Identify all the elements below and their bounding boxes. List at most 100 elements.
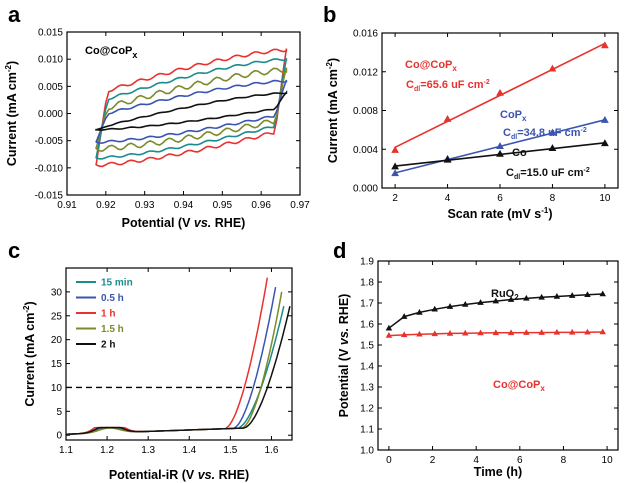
data-point <box>599 328 606 335</box>
data-point <box>416 330 423 337</box>
panel-a-cv-chart: 0.91 0.92 0.93 0.94 0.95 0.96 0.97 -0.015 -0.010… <box>4 28 310 231</box>
series-name-2: Co <box>512 147 527 159</box>
data-point <box>416 308 423 315</box>
y-tick-label: 0.008 <box>353 106 378 117</box>
y-axis-title: Current (mA cm-2) <box>22 301 37 406</box>
data-point <box>538 293 545 300</box>
x-tick-label: 0.92 <box>96 200 116 211</box>
panel-c-polarization-chart: 1.1 1.2 1.3 1.4 1.5 1.6 0 5 10 15 20 25 30 15 min 0.5 … <box>22 267 293 482</box>
legend-label: 1 h <box>101 309 115 320</box>
data-point <box>443 155 452 163</box>
x-tick-label: 8 <box>561 455 567 466</box>
data-point <box>477 329 484 336</box>
data-point <box>431 330 438 337</box>
x-axis-title: Potential-iR (V vs. RHE) <box>109 468 249 482</box>
x-tick-label: 4 <box>445 193 451 204</box>
y-axis-title: Potential (V vs. RHE) <box>337 294 351 418</box>
data-point <box>523 329 530 335</box>
data-point <box>507 296 515 302</box>
data-point <box>492 329 500 336</box>
y-tick-label: 0.010 <box>38 55 63 66</box>
data-point <box>385 324 393 331</box>
x-tick-label: 8 <box>550 193 556 204</box>
data-point <box>496 88 504 96</box>
y-tick-label: 15 <box>51 359 63 370</box>
lsv-curve-4 <box>65 306 291 436</box>
cv-loop-3 <box>95 79 288 144</box>
data-point <box>391 162 400 170</box>
data-point <box>446 303 454 309</box>
legend-label: 1.5 h <box>101 324 124 335</box>
data-point <box>599 290 606 297</box>
lsv-curve-3 <box>65 291 283 436</box>
x-tick-label: 0.93 <box>135 200 155 211</box>
data-point <box>600 41 609 49</box>
y-tick-label: 1.3 <box>360 383 374 394</box>
data-point <box>496 142 504 150</box>
x-tick-label: 10 <box>602 455 614 466</box>
y-axis-title: Current (mA cm-2) <box>325 58 340 163</box>
x-tick-label: 1.3 <box>141 445 155 456</box>
data-point <box>548 128 557 136</box>
y-tick-label: 0.016 <box>353 29 378 40</box>
y-tick-label: 1.1 <box>360 425 374 436</box>
x-tick-label: 1.5 <box>223 445 237 456</box>
y-tick-label: 25 <box>51 311 63 322</box>
capacitance-label-2: Cdl=15.0 uF cm-2 <box>506 167 590 181</box>
plot-frame <box>65 267 293 441</box>
y-tick-label: 0.000 <box>353 184 378 195</box>
y-tick-label: 1.9 <box>360 257 374 268</box>
data-point <box>507 329 515 336</box>
series-name-0: Co@CoPx <box>405 59 457 73</box>
cv-loop-1 <box>95 58 288 160</box>
x-tick-label: 1.4 <box>182 445 196 456</box>
data-point <box>496 149 504 157</box>
y-tick-label: 1.0 <box>360 446 374 457</box>
y-tick-label: 0.005 <box>38 82 63 93</box>
legend-label: 2 h <box>101 340 115 351</box>
y-tick-label: 1.8 <box>360 278 374 289</box>
x-tick-label: 0.97 <box>290 200 310 211</box>
panel-letter-a: a <box>8 2 21 27</box>
data-point <box>600 139 609 147</box>
x-axis-title: Potential (V vs. RHE) <box>122 216 246 230</box>
y-tick-label: 1.2 <box>360 404 374 415</box>
data-point <box>492 297 500 304</box>
x-tick-label: 4 <box>473 455 479 466</box>
data-point <box>431 305 438 312</box>
x-tick-label: 2 <box>392 193 398 204</box>
x-tick-label: 0.95 <box>213 200 233 211</box>
data-point <box>548 64 557 72</box>
data-point <box>584 291 591 298</box>
x-tick-label: 1.1 <box>59 445 73 456</box>
y-tick-label: 10 <box>51 383 63 394</box>
y-tick-label: 5 <box>56 407 62 418</box>
y-tick-label: -0.015 <box>35 191 64 202</box>
data-point <box>600 115 609 123</box>
panel-b-scan-rate-chart: 2 4 6 8 10 0.000 0.004 0.008 0.012 0.016 Co@CoPx Cd… <box>325 29 619 221</box>
cv-loop-0 <box>95 48 288 168</box>
y-tick-label: 1.4 <box>360 362 374 373</box>
data-point <box>553 328 561 335</box>
capacitance-label-1: Cdl=34.8 uF cm-2 <box>503 127 587 141</box>
cv-loop-2 <box>95 67 288 152</box>
data-point <box>400 313 408 319</box>
panel-a-annotation: Co@CoPx <box>85 45 137 60</box>
data-point <box>548 144 557 151</box>
x-tick-label: 2 <box>430 455 436 466</box>
x-axis-title: Scan rate (mV s-1) <box>447 206 552 221</box>
x-axis-title: Time (h) <box>474 465 522 479</box>
series-name-co-cop: Co@CoPx <box>493 379 545 393</box>
y-tick-label: 0.012 <box>353 67 378 78</box>
data-point <box>584 328 591 335</box>
y-tick-label: 20 <box>51 335 63 346</box>
lsv-curve-2 <box>65 277 269 436</box>
data-point <box>443 115 452 122</box>
panel-letter-d: d <box>333 238 346 263</box>
y-tick-label: 0.015 <box>38 28 63 39</box>
legend-label: 15 min <box>101 278 133 289</box>
capacitance-label-0: Cdl=65.6 uF cm-2 <box>406 79 490 93</box>
y-axis-title: Current (mA cm-2) <box>4 61 19 166</box>
data-point <box>462 329 469 336</box>
data-point <box>400 331 408 338</box>
